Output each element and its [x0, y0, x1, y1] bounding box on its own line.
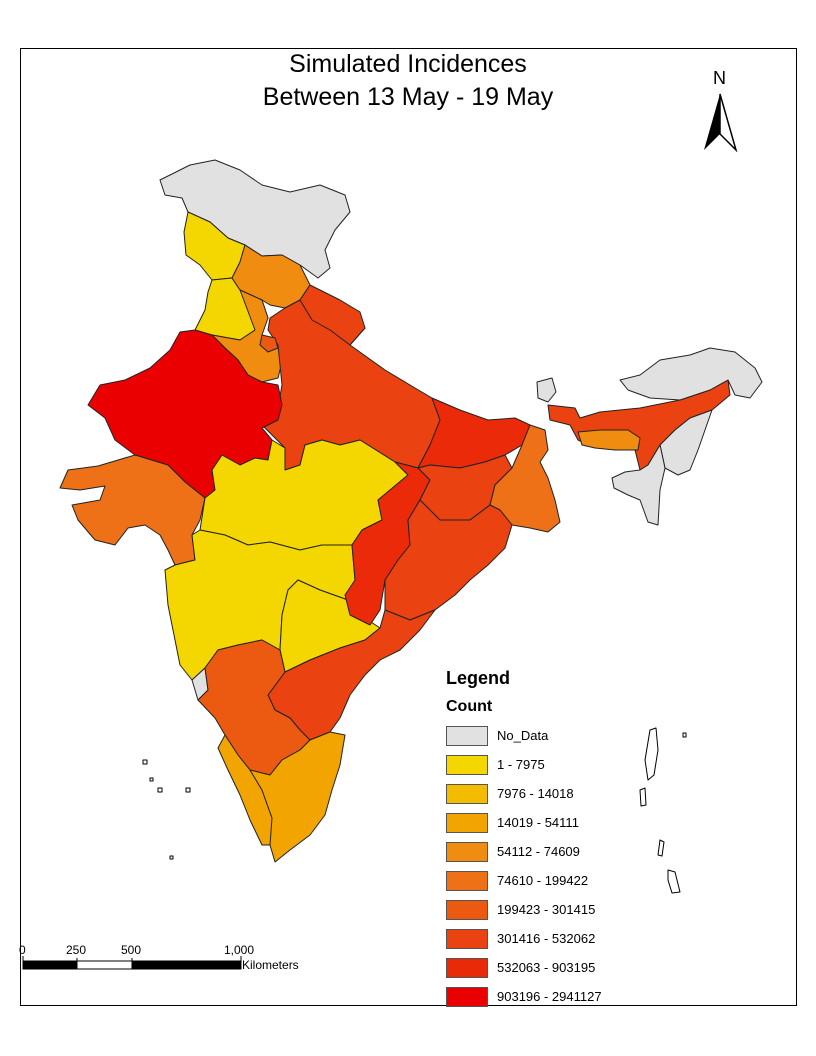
region-odisha [384, 499, 513, 621]
legend-label: 74610 - 199422 [497, 873, 589, 888]
scale-unit: Kilometers [242, 958, 299, 972]
region-delhi [259, 334, 279, 353]
region-tamil-nadu [249, 731, 346, 863]
legend-label: 532063 - 903195 [497, 960, 596, 975]
legend-swatch [446, 813, 488, 833]
map-title-line-1: Simulated Incidences [289, 50, 527, 78]
legend-swatch [446, 987, 488, 1007]
islands-lakshadweep [142, 759, 191, 860]
region-arunachal [619, 347, 763, 401]
map-frame [20, 48, 797, 1006]
legend-swatch [446, 726, 488, 746]
legend-label: 903196 - 2941127 [497, 989, 602, 1004]
legend-field: Count [446, 698, 493, 715]
region-west-bengal [489, 424, 561, 533]
legend-title: Legend [446, 668, 511, 688]
legend-swatch [446, 871, 488, 891]
legend-label: 54112 - 74609 [497, 844, 580, 859]
region-nagaland-manipur [659, 409, 713, 476]
scale-tick-1000: 1,000 [224, 943, 255, 957]
north-arrow: N [700, 68, 740, 152]
scale-tick-0: 0 [19, 943, 26, 957]
legend-swatch [446, 958, 488, 978]
legend-label: 301416 - 532062 [497, 931, 596, 946]
legend-swatch [446, 755, 488, 775]
legend-label: 1 - 7975 [497, 757, 545, 772]
map-title-line-2: Between 13 May - 19 May [262, 83, 554, 111]
legend-swatch [446, 900, 488, 920]
islands-andaman-nicobar [639, 727, 687, 894]
legend-label: 7976 - 14018 [497, 786, 574, 801]
legend-label: 199423 - 301415 [497, 902, 596, 917]
scale-tick-500: 500 [121, 943, 142, 957]
legend-swatch [446, 929, 488, 949]
legend-label: 14019 - 54111 [497, 815, 579, 830]
legend-swatch [446, 784, 488, 804]
legend-swatch [446, 842, 488, 862]
region-sikkim [536, 377, 557, 403]
region-kerala [217, 734, 273, 846]
region-mizoram-tripura [611, 444, 666, 526]
region-meghalaya [577, 429, 641, 451]
legend-label: No_Data [497, 728, 549, 743]
region-uttarakhand-east [299, 284, 366, 346]
scale-tick-250: 250 [66, 943, 87, 957]
region-gujarat [59, 454, 206, 566]
north-arrow-icon [704, 93, 738, 152]
north-label: N [713, 68, 726, 88]
